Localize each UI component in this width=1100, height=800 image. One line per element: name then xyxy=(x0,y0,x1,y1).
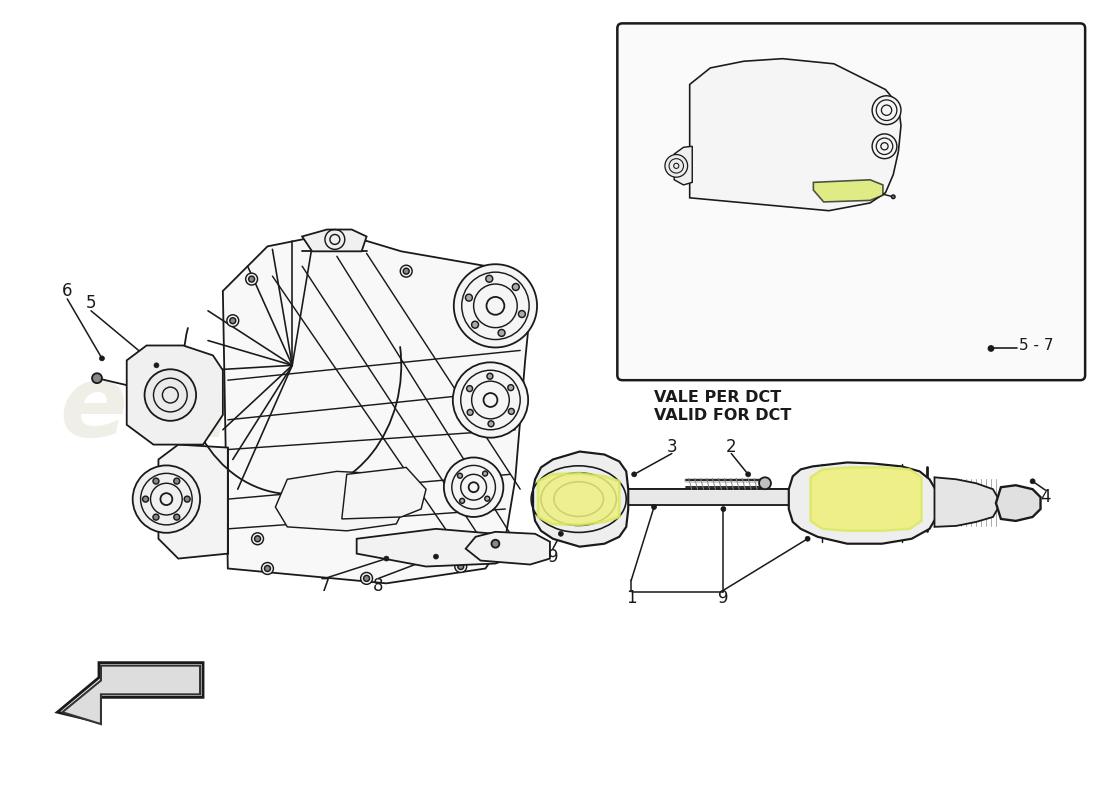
Circle shape xyxy=(513,283,519,290)
Circle shape xyxy=(651,505,657,510)
Circle shape xyxy=(566,487,591,511)
Circle shape xyxy=(1030,478,1035,484)
Circle shape xyxy=(404,268,409,274)
Text: 5 - 7: 5 - 7 xyxy=(1019,338,1053,353)
Polygon shape xyxy=(126,346,223,445)
Circle shape xyxy=(361,573,373,584)
Circle shape xyxy=(454,561,466,573)
Circle shape xyxy=(143,496,148,502)
Circle shape xyxy=(466,386,473,391)
Polygon shape xyxy=(996,486,1041,521)
Circle shape xyxy=(746,472,750,477)
Circle shape xyxy=(153,478,158,484)
Circle shape xyxy=(254,536,261,542)
Circle shape xyxy=(468,410,473,415)
Polygon shape xyxy=(223,237,530,583)
Polygon shape xyxy=(935,478,1001,527)
Circle shape xyxy=(99,356,104,361)
Text: 9: 9 xyxy=(718,590,728,607)
Circle shape xyxy=(460,498,464,503)
Polygon shape xyxy=(553,490,847,505)
Circle shape xyxy=(384,556,389,561)
Circle shape xyxy=(144,370,196,421)
Polygon shape xyxy=(465,532,550,565)
Text: 2: 2 xyxy=(726,438,737,455)
Circle shape xyxy=(872,134,896,158)
Circle shape xyxy=(262,562,274,574)
Polygon shape xyxy=(690,58,901,210)
Circle shape xyxy=(559,531,563,536)
Circle shape xyxy=(230,318,235,324)
Circle shape xyxy=(759,478,771,490)
Polygon shape xyxy=(674,146,692,185)
Circle shape xyxy=(458,474,462,478)
Polygon shape xyxy=(811,467,922,531)
Circle shape xyxy=(488,421,494,426)
Circle shape xyxy=(492,540,499,548)
Circle shape xyxy=(483,471,487,476)
Circle shape xyxy=(92,374,102,383)
Text: 9: 9 xyxy=(548,547,558,566)
Text: 1: 1 xyxy=(626,590,637,607)
Circle shape xyxy=(453,362,528,438)
Text: 7: 7 xyxy=(320,578,330,595)
Circle shape xyxy=(252,533,264,545)
Circle shape xyxy=(174,478,179,484)
Circle shape xyxy=(184,496,190,502)
Text: 5: 5 xyxy=(86,294,97,312)
Circle shape xyxy=(400,266,412,277)
Polygon shape xyxy=(813,180,883,202)
Circle shape xyxy=(245,273,257,285)
Circle shape xyxy=(805,536,810,542)
Polygon shape xyxy=(534,451,628,546)
Circle shape xyxy=(227,314,239,326)
Polygon shape xyxy=(302,230,366,251)
Polygon shape xyxy=(158,445,228,558)
Circle shape xyxy=(989,346,993,351)
Circle shape xyxy=(486,275,493,282)
Circle shape xyxy=(249,276,254,282)
Circle shape xyxy=(631,472,637,477)
Circle shape xyxy=(433,554,439,559)
Text: a passion for parts since: a passion for parts since xyxy=(230,421,522,558)
Circle shape xyxy=(487,374,493,379)
Circle shape xyxy=(454,264,537,347)
Circle shape xyxy=(508,409,515,414)
Circle shape xyxy=(664,154,688,177)
Circle shape xyxy=(518,310,526,318)
Circle shape xyxy=(458,563,464,570)
FancyBboxPatch shape xyxy=(617,23,1085,380)
Circle shape xyxy=(472,322,478,328)
Circle shape xyxy=(891,195,895,198)
Polygon shape xyxy=(356,529,515,566)
Circle shape xyxy=(485,496,490,501)
Circle shape xyxy=(465,294,472,301)
Circle shape xyxy=(154,363,158,368)
Text: eurospe: eurospe xyxy=(59,362,516,458)
Text: 8: 8 xyxy=(373,578,384,595)
Text: 3: 3 xyxy=(667,438,678,455)
Circle shape xyxy=(847,486,883,521)
Circle shape xyxy=(153,514,158,520)
Circle shape xyxy=(720,506,726,511)
Text: VALID FOR DCT: VALID FOR DCT xyxy=(654,408,791,423)
Polygon shape xyxy=(342,467,426,519)
Text: 6: 6 xyxy=(62,282,73,300)
Circle shape xyxy=(444,458,504,517)
Circle shape xyxy=(872,96,901,125)
Circle shape xyxy=(174,514,179,520)
Circle shape xyxy=(364,575,370,582)
Text: VALE PER DCT: VALE PER DCT xyxy=(654,390,781,405)
Polygon shape xyxy=(789,462,938,544)
Circle shape xyxy=(508,385,514,390)
Circle shape xyxy=(133,466,200,533)
Polygon shape xyxy=(275,471,406,531)
Circle shape xyxy=(498,330,505,336)
Text: 4: 4 xyxy=(1041,488,1050,506)
Circle shape xyxy=(264,566,271,571)
Polygon shape xyxy=(63,666,200,724)
Polygon shape xyxy=(57,662,204,722)
Polygon shape xyxy=(538,474,619,525)
